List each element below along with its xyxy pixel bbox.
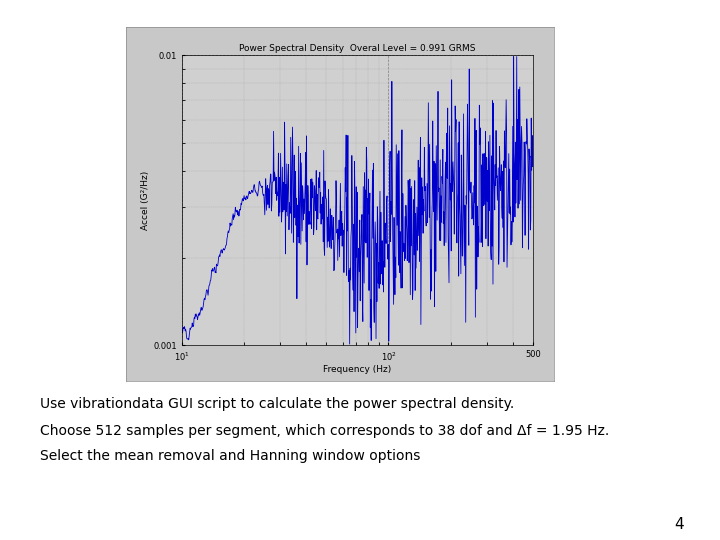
Title: Power Spectral Density  Overal Level = 0.991 GRMS: Power Spectral Density Overal Level = 0.… (239, 44, 476, 53)
Text: Use vibrationdata GUI script to calculate the power spectral density.: Use vibrationdata GUI script to calculat… (40, 397, 514, 411)
X-axis label: Frequency (Hz): Frequency (Hz) (323, 366, 392, 374)
Y-axis label: Accel (G²/Hz): Accel (G²/Hz) (141, 171, 150, 230)
Text: 4: 4 (675, 517, 684, 532)
Text: Choose 512 samples per segment, which corresponds to 38 dof and Δf = 1.95 Hz.: Choose 512 samples per segment, which co… (40, 424, 609, 438)
Text: Select the mean removal and Hanning window options: Select the mean removal and Hanning wind… (40, 449, 420, 463)
